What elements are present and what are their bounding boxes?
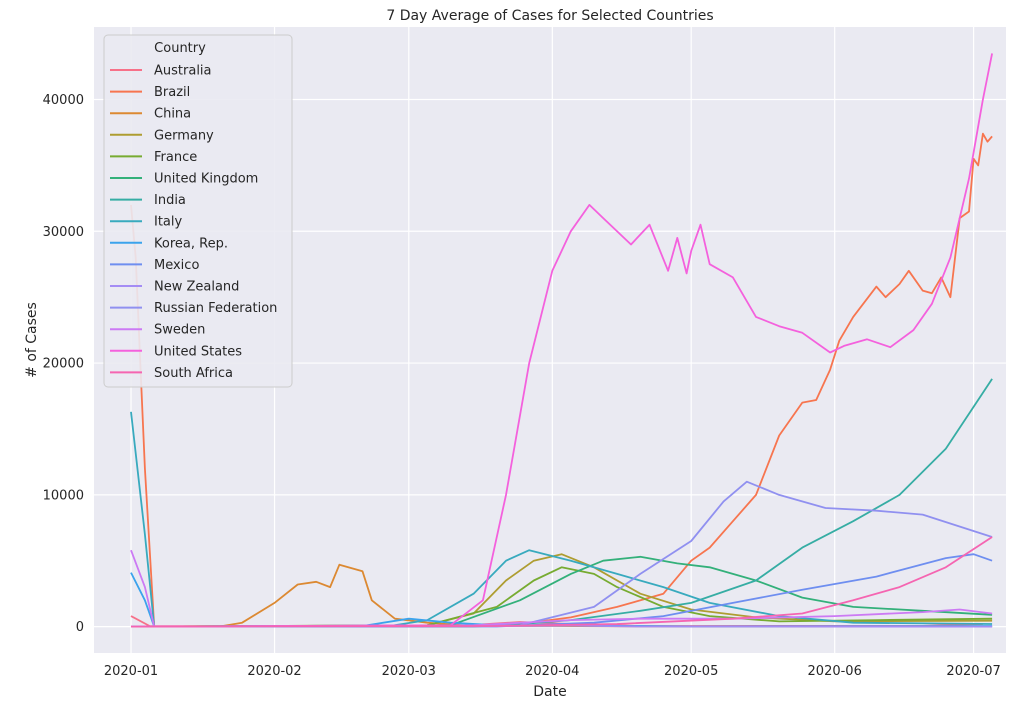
chart-title: 7 Day Average of Cases for Selected Coun…: [386, 8, 713, 24]
legend-label: Germany: [154, 128, 214, 143]
tick-labels: 2020-01 2020-02 2020-03 2020-04 2020-05 2020-…: [43, 93, 1001, 679]
x-tick-label: 2020-01: [104, 664, 158, 679]
series-line-south-africa: [130, 536, 993, 628]
legend-label: India: [154, 193, 186, 208]
x-tick-label: 2020-03: [382, 664, 436, 679]
legend-label: Brazil: [154, 85, 190, 100]
legend-label: France: [154, 150, 197, 165]
legend: Country Australia Brazil China Germany Franc…: [103, 34, 293, 388]
x-tick-label: 2020-02: [247, 664, 301, 679]
legend-box: [103, 34, 293, 388]
series-line-sweden: [130, 549, 993, 628]
x-tick-label: 2020-07: [946, 664, 1000, 679]
legend-label: South Africa: [154, 366, 233, 381]
series-line-france: [130, 566, 993, 628]
series-lines: [130, 53, 993, 628]
series-line-united-kingdom: [130, 555, 993, 628]
y-tick-label: 30000: [43, 225, 84, 240]
y-tick-label: 0: [76, 620, 84, 635]
y-tick-label: 20000: [43, 357, 84, 372]
x-tick-label: 2020-06: [808, 664, 862, 679]
legend-label: Korea, Rep.: [154, 236, 228, 251]
x-tick-label: 2020-04: [525, 664, 579, 679]
legend-label: China: [154, 107, 191, 122]
x-tick-label: 2020-05: [664, 664, 718, 679]
y-tick-label: 10000: [43, 488, 84, 503]
y-tick-label: 40000: [43, 93, 84, 108]
legend-label: United Kingdom: [154, 172, 258, 187]
legend-label: Australia: [154, 64, 212, 79]
legend-label: New Zealand: [154, 280, 239, 295]
y-axis-label: # of Cases: [24, 302, 40, 378]
legend-label: Mexico: [154, 258, 199, 273]
series-line-russian-federation: [130, 480, 993, 628]
legend-label: Italy: [154, 215, 183, 230]
legend-title: Country: [154, 41, 206, 56]
legend-label: Russian Federation: [154, 301, 277, 316]
legend-label: Sweden: [154, 323, 205, 338]
series-line-united-states: [130, 53, 993, 628]
legend-label: United States: [154, 344, 242, 359]
x-axis-label: Date: [533, 684, 566, 700]
